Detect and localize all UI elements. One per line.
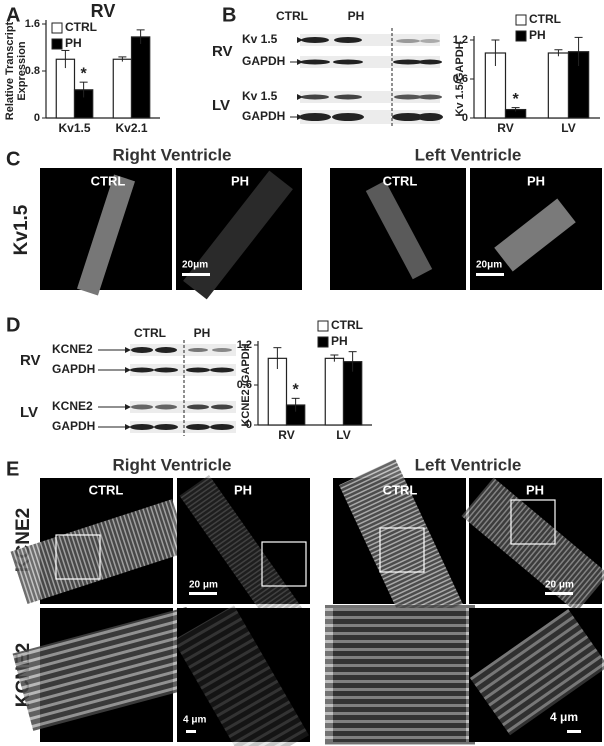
blot-protein: GAPDH (242, 54, 285, 68)
legend-label: PH (65, 36, 82, 50)
y-tick-label: 0.6 (237, 379, 252, 391)
blot-protein: GAPDH (52, 419, 95, 433)
bar (324, 357, 345, 426)
x-tick-label: RV (497, 121, 513, 135)
blot-d (98, 340, 236, 436)
annotation: * (512, 91, 519, 108)
blot-group: CTRL (276, 9, 308, 23)
blot-row: LV (212, 97, 230, 114)
image-label: PH (234, 482, 252, 497)
image-label: PH (527, 173, 545, 188)
row-label: Kv1.5 (11, 204, 32, 255)
y-tick-label: 1.2 (453, 34, 468, 46)
section-title: Right Ventricle (112, 455, 231, 474)
annotation: * (293, 382, 300, 399)
x-tick-label: Kv1.5 (58, 121, 90, 135)
y-axis-label: Expression (16, 41, 28, 101)
annotation: * (81, 65, 88, 82)
panel-label: C (6, 148, 20, 170)
y-tick-label: 0 (462, 112, 468, 124)
blot-row: LV (20, 404, 38, 421)
bar (130, 36, 151, 119)
legend-label: PH (331, 334, 348, 348)
x-tick-label: Kv2.1 (115, 121, 147, 135)
y-tick-label: 1.6 (25, 18, 40, 30)
y-tick-label: 0 (246, 419, 252, 431)
legend-swatch (51, 38, 63, 50)
y-tick-label: 0.6 (453, 73, 468, 85)
image-label: CTRL (91, 173, 126, 188)
section-title: Left Ventricle (415, 455, 522, 474)
panel-label: A (6, 4, 20, 26)
panel-label: B (222, 4, 236, 26)
scale-label: 20μm (182, 260, 208, 271)
y-axis-label: Kv 1.5/GAPDH (454, 41, 466, 116)
blot-group: CTRL (134, 326, 166, 340)
micrographs-e (10, 458, 604, 746)
panel-label: D (6, 314, 20, 336)
legend-swatch (317, 336, 329, 348)
y-tick-label: 0.8 (25, 65, 40, 77)
image-label: PH (231, 173, 249, 188)
legend-swatch (51, 22, 63, 34)
legend-label: CTRL (65, 20, 97, 34)
blot-row: RV (212, 43, 233, 60)
blot-protein: GAPDH (242, 109, 285, 123)
blot-protein: Kv 1.5 (242, 89, 278, 103)
scale-label: 20 μm (189, 580, 218, 591)
section-title: Left Ventricle (415, 145, 522, 164)
x-tick-label: LV (336, 428, 350, 442)
legend-swatch (317, 320, 329, 332)
bar (547, 52, 570, 119)
x-tick-label: LV (561, 121, 575, 135)
legend-swatch (515, 14, 527, 26)
blot-protein: KCNE2 (52, 399, 93, 413)
scale-label: 4 μm (550, 710, 578, 724)
scale-label: 20μm (476, 260, 502, 271)
y-axis-label: Relative Transcript (4, 21, 16, 120)
blot-protein: Kv 1.5 (242, 32, 278, 46)
blot-group: PH (194, 326, 211, 340)
panel-label: E (6, 458, 19, 480)
image-label: PH (526, 482, 544, 497)
y-tick-label: 1.2 (237, 339, 252, 351)
blot-protein: GAPDH (52, 362, 95, 376)
scale-label: 20 μm (545, 580, 574, 591)
blot-group: PH (348, 9, 365, 23)
blot-b (290, 28, 443, 126)
image-label: CTRL (383, 482, 418, 497)
blot-row: RV (20, 352, 41, 369)
chart-title: RV (91, 1, 116, 21)
y-axis-label: KCNE2 /GAPDH (240, 343, 252, 426)
micrographs-c (40, 168, 602, 300)
blot-protein: KCNE2 (52, 342, 93, 356)
legend-label: CTRL (331, 318, 363, 332)
image-label: CTRL (89, 482, 124, 497)
image-label: CTRL (383, 173, 418, 188)
x-tick-label: RV (278, 428, 294, 442)
bar (112, 58, 133, 119)
scale-label: 4 μm (183, 715, 206, 726)
legend-label: PH (529, 28, 546, 42)
legend-label: CTRL (529, 12, 561, 26)
y-tick-label: 0 (34, 112, 40, 124)
legend-swatch (515, 30, 527, 42)
section-title: Right Ventricle (112, 145, 231, 164)
